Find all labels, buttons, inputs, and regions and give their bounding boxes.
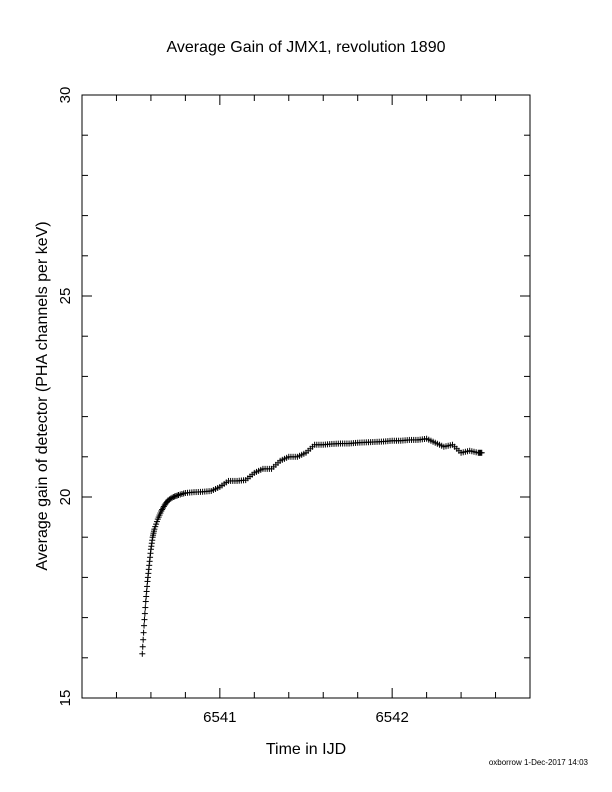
data-point — [169, 494, 176, 501]
data-point — [139, 650, 146, 657]
data-point — [142, 604, 149, 611]
y-tick-label: 25 — [57, 288, 74, 305]
y-tick-label: 30 — [57, 87, 74, 104]
data-point — [141, 622, 148, 629]
x-tick-label: 6541 — [203, 709, 236, 726]
data-points — [139, 435, 485, 657]
data-point — [141, 616, 148, 623]
footer-signature: oxborrow 1-Dec-2017 14:03 — [488, 758, 588, 767]
data-point — [143, 593, 150, 600]
data-point — [142, 598, 149, 605]
y-axis-label: Average gain of detector (PHA channels p… — [34, 221, 51, 570]
data-point — [139, 643, 146, 650]
data-point — [141, 610, 148, 617]
data-point — [140, 636, 147, 643]
plot-frame — [81, 94, 531, 699]
data-point — [144, 583, 151, 590]
data-point — [152, 523, 159, 530]
data-point — [174, 492, 181, 499]
x-tick-label: 6542 — [375, 709, 408, 726]
chart-title: Average Gain of JMX1, revolution 1890 — [167, 39, 446, 56]
y-tick-label: 15 — [57, 690, 74, 707]
data-point — [172, 492, 179, 499]
data-point — [151, 526, 158, 533]
data-point — [153, 521, 160, 528]
y-tick-label: 20 — [57, 489, 74, 506]
data-point — [153, 518, 160, 525]
axes: 15 20 25 30 6541 6542 — [57, 87, 531, 726]
x-axis-label: Time in IJD — [266, 741, 346, 758]
data-point — [171, 493, 178, 500]
data-point — [140, 629, 147, 636]
data-point — [170, 494, 177, 500]
data-point — [478, 449, 485, 456]
data-point — [143, 588, 150, 595]
